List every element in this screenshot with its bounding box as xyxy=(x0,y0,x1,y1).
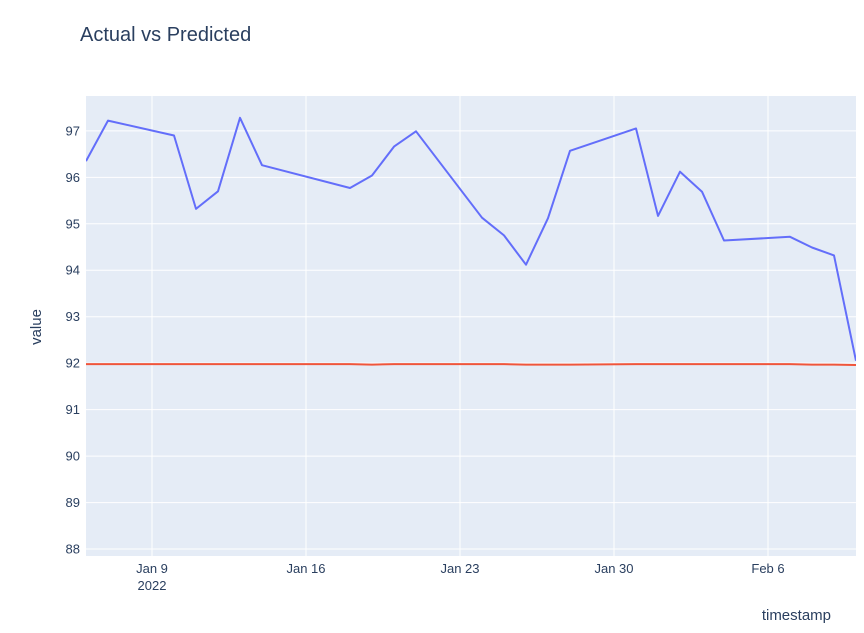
y-tick-label: 92 xyxy=(66,356,80,371)
x-tick-label: Feb 6 xyxy=(751,561,784,576)
x-tick-label: Jan 23 xyxy=(440,561,479,576)
x-tick-label: Jan 30 xyxy=(594,561,633,576)
y-tick-label: 96 xyxy=(66,170,80,185)
chart-title: Actual vs Predicted xyxy=(80,24,251,46)
plot-area xyxy=(86,96,856,556)
y-axis-title: value xyxy=(28,309,45,345)
x-axis-title: timestamp xyxy=(762,607,831,624)
x-tick-sublabel: 2022 xyxy=(138,578,167,593)
series-line-1 xyxy=(86,116,856,362)
y-tick-label: 94 xyxy=(66,263,80,278)
y-tick-label: 93 xyxy=(66,309,80,324)
y-tick-label: 88 xyxy=(66,542,80,557)
y-tick-label: 90 xyxy=(66,449,80,464)
y-tick-label: 97 xyxy=(66,123,80,138)
x-gridlines xyxy=(151,96,769,556)
x-tick-label: Jan 9 xyxy=(136,561,168,576)
x-tick-label: Jan 16 xyxy=(286,561,325,576)
y-tick-label: 95 xyxy=(66,216,80,231)
y-tick-label: 91 xyxy=(66,402,80,417)
series-line-2 xyxy=(86,363,856,366)
series-layer xyxy=(86,116,856,366)
y-tick-labels: 88 89 90 91 92 93 94 95 96 97 xyxy=(66,123,80,556)
x-tick-labels: Jan 9 2022 Jan 16 Jan 23 Jan 30 Feb 6 xyxy=(136,561,785,593)
y-tick-label: 89 xyxy=(66,495,80,510)
